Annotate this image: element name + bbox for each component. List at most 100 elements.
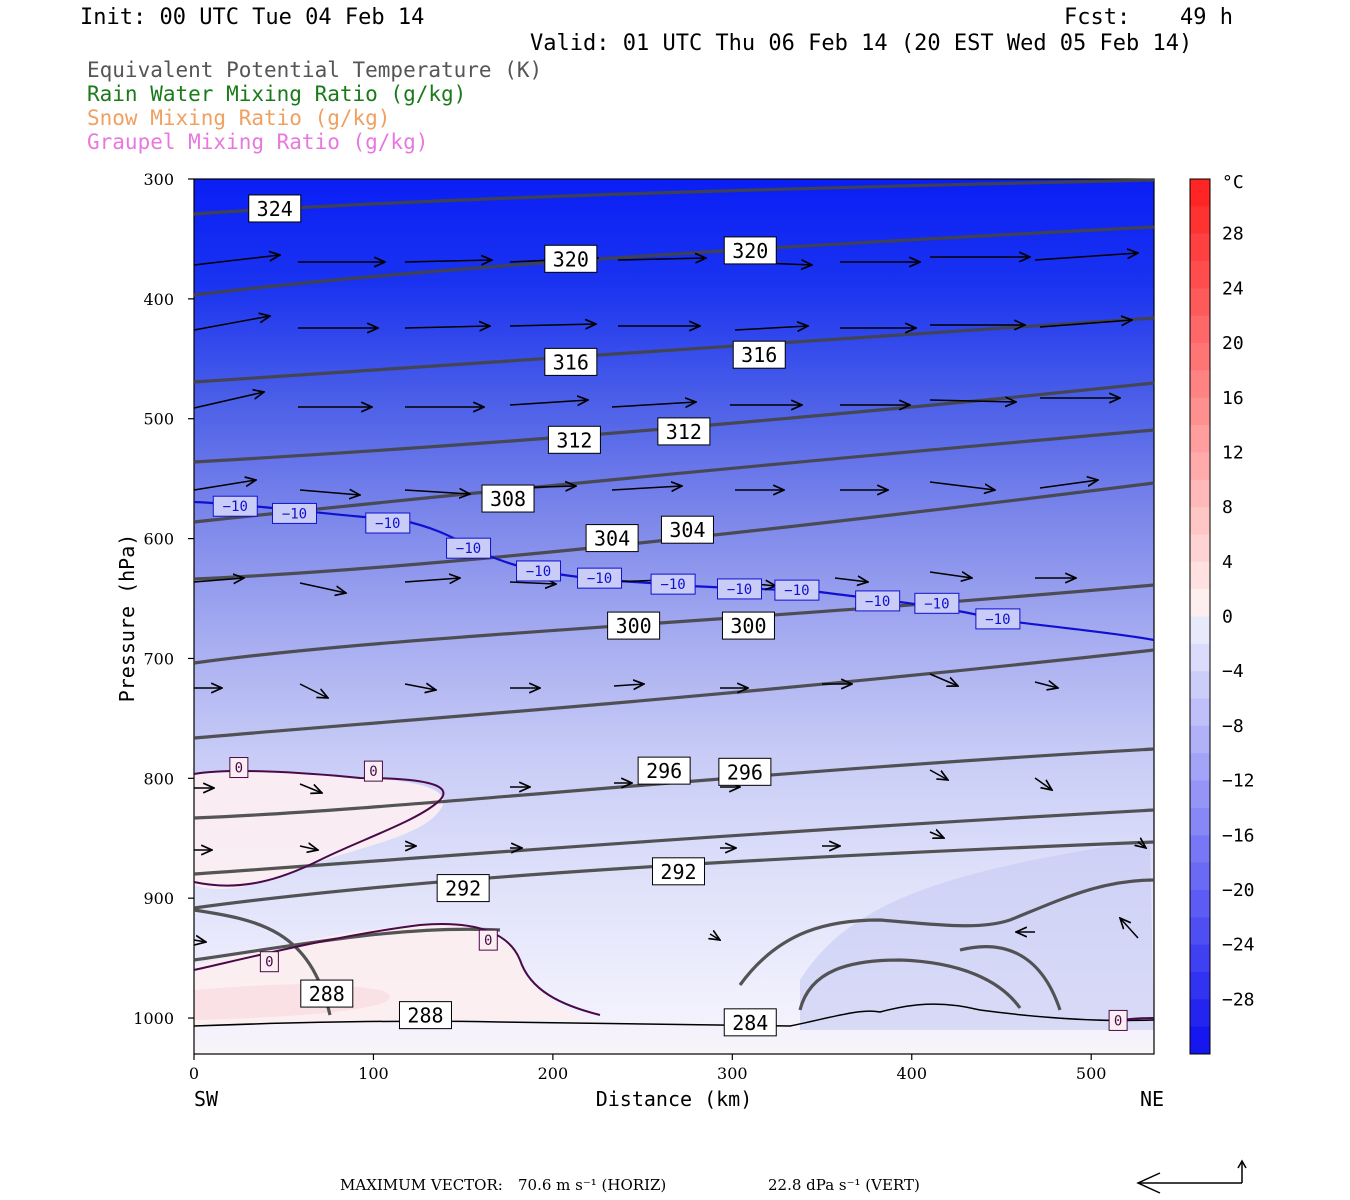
colorbar-swatch	[1190, 971, 1210, 1000]
colorbar-swatch	[1190, 862, 1210, 891]
colorbar-swatch	[1190, 425, 1210, 453]
svg-text:320: 320	[553, 247, 589, 271]
theta-e-label: 288	[300, 979, 354, 1008]
colorbar-swatch	[1190, 561, 1210, 590]
svg-text:0: 0	[235, 761, 243, 777]
colorbar-tick-label: 12	[1222, 442, 1244, 463]
theta-e-label: 292	[651, 857, 705, 886]
colorbar-swatch	[1190, 671, 1210, 700]
colorbar-swatch	[1190, 343, 1210, 371]
colorbar-swatch	[1190, 1026, 1210, 1055]
theta-e-label: 300	[607, 611, 661, 640]
colorbar-swatch	[1190, 698, 1210, 727]
svg-text:284: 284	[732, 1011, 768, 1035]
colorbar-swatch	[1190, 835, 1210, 864]
colorbar-swatch	[1190, 589, 1210, 617]
isotherm-zero-label: 0	[478, 929, 498, 951]
isotherm-minus10-label: −10	[975, 608, 1021, 630]
svg-text:−10: −10	[456, 541, 481, 557]
svg-text:−10: −10	[985, 612, 1010, 628]
svg-text:0: 0	[1114, 1013, 1122, 1029]
forecast-hour: 49 h	[1180, 5, 1233, 30]
colorbar-swatch	[1190, 179, 1210, 207]
svg-text:−10: −10	[282, 506, 307, 522]
isotherm-minus10-label: −10	[446, 537, 492, 559]
svg-text:300: 300	[616, 614, 652, 638]
isotherm-minus10-label: −10	[516, 560, 562, 582]
theta-e-label: 316	[544, 347, 598, 376]
theta-e-label: 304	[585, 524, 639, 553]
colorbar-swatch	[1190, 889, 1210, 918]
isotherm-zero-label: 0	[363, 760, 383, 782]
init-time: Init: 00 UTC Tue 04 Feb 14	[80, 5, 425, 30]
legend-snow: Snow Mixing Ratio (g/kg)	[87, 106, 391, 130]
x-axis-title: Distance (km)	[596, 1087, 753, 1111]
colorbar-swatch	[1190, 944, 1210, 973]
legend-theta-e: Equivalent Potential Temperature (K)	[87, 58, 543, 82]
svg-text:0: 0	[265, 955, 273, 971]
x-end-left: SW	[194, 1087, 219, 1111]
svg-text:−10: −10	[526, 564, 551, 580]
colorbar-swatch	[1190, 917, 1210, 946]
svg-text:288: 288	[407, 1004, 443, 1028]
theta-e-label: 296	[718, 757, 772, 786]
theta-e-label: 308	[481, 484, 535, 513]
colorbar-swatch	[1190, 753, 1210, 782]
x-end-right: NE	[1140, 1087, 1164, 1111]
colorbar-swatch	[1190, 315, 1210, 344]
colorbar-tick-label: 20	[1222, 333, 1244, 354]
svg-text:296: 296	[646, 759, 682, 783]
max-vector-vert: 22.8 dPa s⁻¹ (VERT)	[768, 1176, 920, 1194]
theta-e-label: 300	[721, 611, 775, 640]
isotherm-zero-label: 0	[229, 757, 249, 779]
colorbar-tick-label: 4	[1222, 552, 1233, 573]
colorbar-swatch	[1190, 288, 1210, 317]
svg-text:300: 300	[730, 614, 766, 638]
svg-text:312: 312	[556, 428, 592, 452]
svg-text:316: 316	[741, 343, 777, 367]
isotherm-minus10-label: −10	[212, 495, 258, 517]
colorbar-swatch	[1190, 479, 1210, 508]
colorbar-swatch	[1190, 643, 1210, 672]
svg-text:−10: −10	[375, 516, 400, 532]
isotherm-minus10-label: −10	[855, 590, 901, 612]
isotherm-minus10-label: −10	[914, 592, 960, 614]
y-tick-label: 600	[143, 530, 174, 549]
svg-text:304: 304	[594, 527, 630, 551]
theta-e-label: 312	[657, 417, 711, 446]
svg-text:−10: −10	[223, 499, 248, 515]
theta-e-label: 312	[547, 425, 601, 454]
isotherm-minus10-label: −10	[577, 567, 623, 589]
x-tick-label: 400	[896, 1064, 927, 1083]
colorbar-tick-label: −16	[1222, 825, 1255, 846]
valid-time: Valid: 01 UTC Thu 06 Feb 14 (20 EST Wed …	[530, 31, 1193, 56]
svg-text:−10: −10	[865, 594, 890, 610]
theta-e-label: 292	[436, 874, 490, 903]
forecast-label: Fcst:	[1064, 5, 1131, 30]
x-axis: 0 100 200 300 400 500	[189, 1054, 1106, 1083]
colorbar-swatch	[1190, 452, 1210, 481]
svg-text:308: 308	[490, 487, 526, 511]
svg-text:292: 292	[445, 877, 481, 901]
svg-text:−10: −10	[924, 596, 949, 612]
colorbar-swatch	[1190, 507, 1210, 535]
colorbar-swatch	[1190, 261, 1210, 289]
theta-e-label: 296	[637, 756, 691, 785]
isotherm-minus10-label: −10	[716, 578, 762, 600]
isotherm-minus10-label: −10	[650, 573, 696, 595]
y-tick-label: 1000	[133, 1009, 174, 1028]
colorbar-tick-label: −12	[1222, 771, 1255, 792]
isotherm-zero-label: 0	[259, 951, 279, 973]
x-tick-label: 200	[538, 1064, 569, 1083]
theta-e-label: 316	[732, 340, 786, 369]
y-tick-label: 500	[143, 410, 174, 429]
max-vector-label: MAXIMUM VECTOR:	[340, 1176, 503, 1194]
colorbar-swatch	[1190, 370, 1210, 399]
y-tick-label: 400	[143, 290, 174, 309]
svg-text:304: 304	[669, 518, 705, 542]
svg-text:−10: −10	[660, 577, 685, 593]
theta-e-label: 284	[723, 1008, 777, 1037]
colorbar-tick-label: −8	[1222, 716, 1244, 737]
theta-e-label: 320	[723, 236, 777, 265]
svg-text:−10: −10	[587, 571, 612, 587]
